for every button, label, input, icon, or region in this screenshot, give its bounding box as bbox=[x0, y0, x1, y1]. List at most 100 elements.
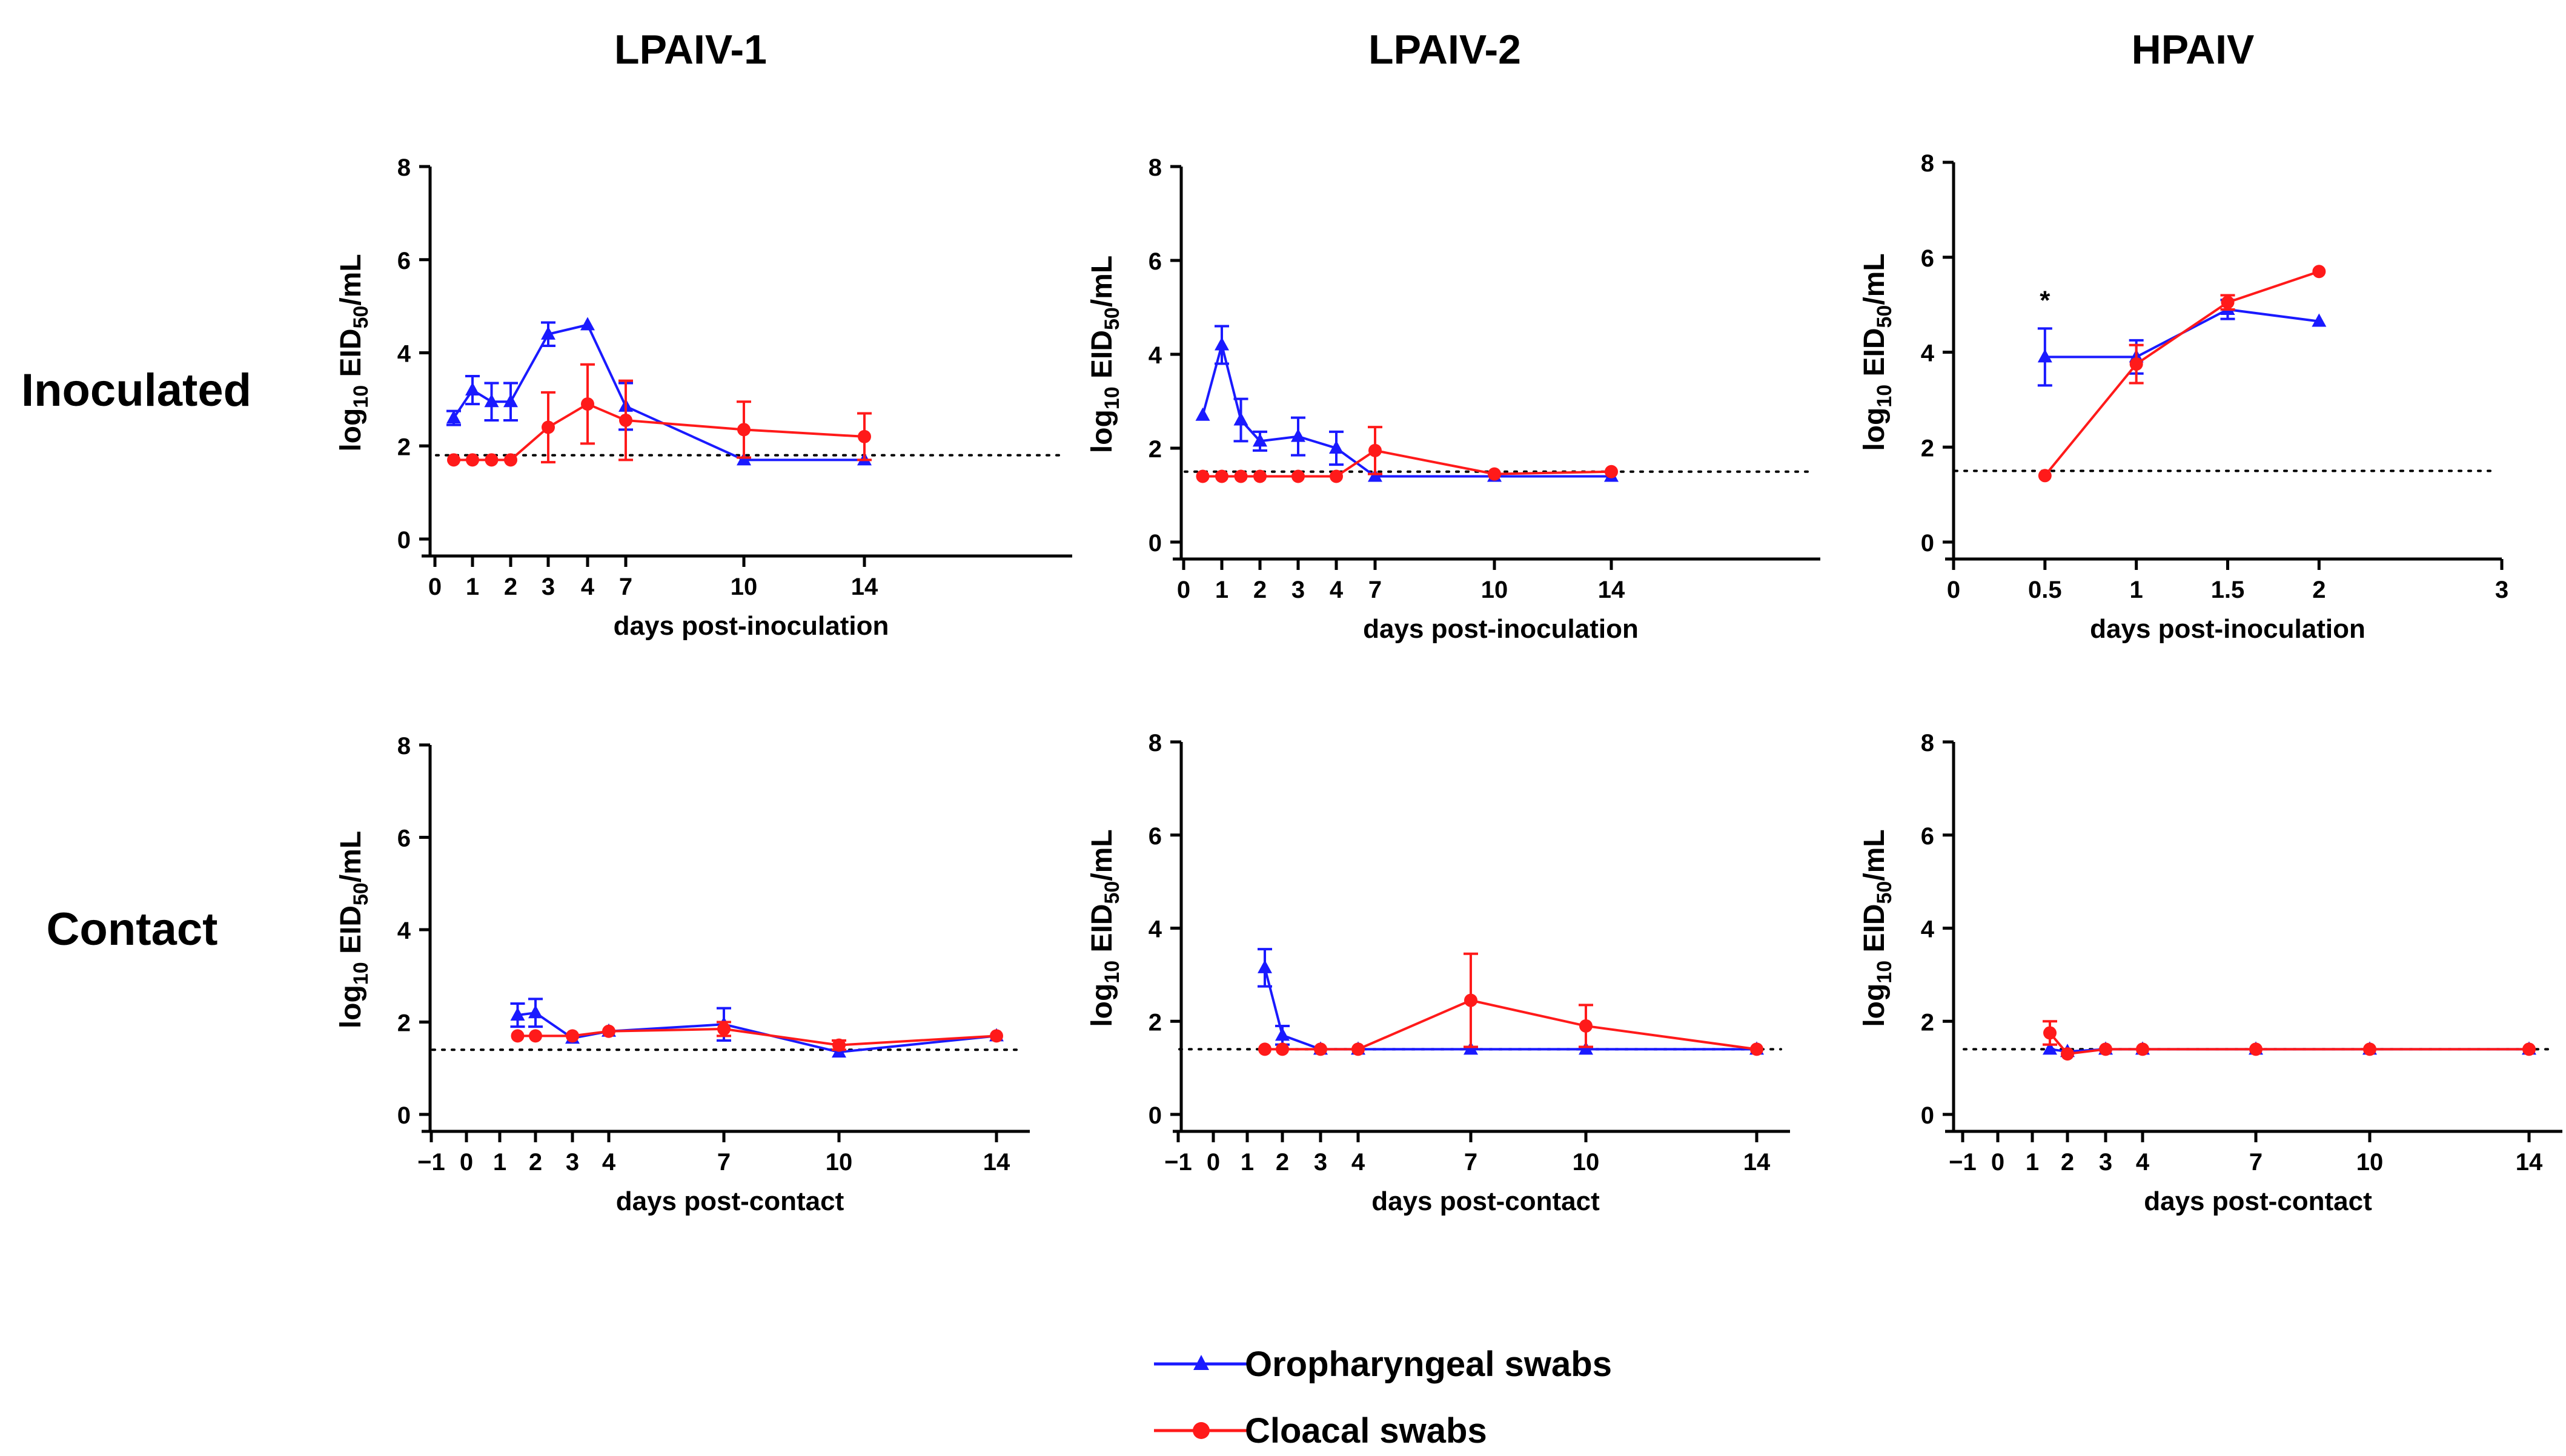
data-point-cloacal bbox=[858, 429, 871, 443]
y-tick-label: 6 bbox=[1149, 823, 1162, 850]
y-tick-label: 6 bbox=[1921, 823, 1934, 850]
x-axis-label: days post-contact bbox=[2144, 1186, 2372, 1216]
data-point-cloacal bbox=[1276, 1042, 1289, 1056]
y-axis-label: log10 EID50/mL bbox=[1858, 253, 1896, 451]
x-tick-label: 10 bbox=[731, 574, 758, 600]
y-tick-label: 2 bbox=[1149, 436, 1162, 463]
x-tick-label: 10 bbox=[2356, 1149, 2384, 1176]
data-point-cloacal bbox=[1605, 465, 1618, 478]
x-tick-label: 3 bbox=[1291, 577, 1305, 603]
x-tick-label: 7 bbox=[619, 574, 632, 600]
data-point-oropharyngeal bbox=[1275, 1027, 1290, 1041]
row-label-contact: Contact bbox=[47, 904, 218, 955]
data-point-oropharyngeal bbox=[528, 1005, 543, 1019]
series-line-cloacal bbox=[1265, 999, 1757, 1051]
x-tick-label: 2 bbox=[2061, 1149, 2074, 1176]
x-tick-label: 14 bbox=[983, 1149, 1010, 1176]
significance-marker: * bbox=[2040, 285, 2050, 315]
data-point-oropharyngeal bbox=[503, 394, 518, 408]
data-point-oropharyngeal bbox=[1253, 433, 1267, 447]
series-line-cloacal bbox=[2049, 1032, 2529, 1056]
y-axis-label: log10 EID50/mL bbox=[335, 254, 373, 451]
data-point-cloacal bbox=[511, 1029, 525, 1043]
x-tick-label: 10 bbox=[1481, 577, 1508, 603]
x-tick-label: 0 bbox=[460, 1149, 473, 1176]
y-axis-label: log10 EID50/mL bbox=[1086, 256, 1124, 453]
x-tick-label: 0 bbox=[1947, 577, 1960, 603]
x-tick-label: 0.5 bbox=[2028, 577, 2062, 603]
x-tick-label: 7 bbox=[1368, 577, 1382, 603]
y-tick-label: 4 bbox=[1149, 342, 1162, 369]
x-tick-label: −1 bbox=[1949, 1149, 1977, 1176]
column-title-hpaiv: HPAIV bbox=[2132, 27, 2255, 73]
x-tick-label: 1 bbox=[1241, 1149, 1254, 1176]
x-tick-label: 14 bbox=[1598, 577, 1625, 603]
x-tick-label: 10 bbox=[826, 1149, 853, 1176]
x-tick-label: 0 bbox=[1177, 577, 1190, 603]
y-axis-label: log10 EID50/mL bbox=[335, 831, 373, 1028]
x-tick-label: 4 bbox=[1351, 1149, 1365, 1176]
data-point-cloacal bbox=[2522, 1042, 2536, 1056]
x-tick-label: 0 bbox=[1207, 1149, 1220, 1176]
data-point-cloacal bbox=[2043, 1026, 2057, 1040]
data-point-oropharyngeal bbox=[1215, 337, 1229, 351]
y-tick-label: 6 bbox=[397, 826, 411, 852]
legend-oropharyngeal-label: Oropharyngeal swabs bbox=[1245, 1345, 1612, 1384]
data-point-oropharyngeal bbox=[580, 317, 595, 331]
data-point-oropharyngeal bbox=[1329, 440, 1344, 454]
data-point-cloacal bbox=[566, 1029, 579, 1043]
y-tick-label: 0 bbox=[397, 527, 411, 554]
data-point-cloacal bbox=[466, 453, 479, 467]
data-point-cloacal bbox=[1330, 469, 1343, 483]
data-point-cloacal bbox=[581, 397, 594, 411]
x-tick-label: 7 bbox=[717, 1149, 731, 1176]
data-point-cloacal bbox=[2099, 1042, 2112, 1056]
x-tick-label: 1 bbox=[493, 1149, 506, 1176]
legend: Oropharyngeal swabs Cloacal swabs bbox=[1154, 1345, 1612, 1451]
data-point-oropharyngeal bbox=[510, 1007, 525, 1021]
data-point-cloacal bbox=[1750, 1042, 1763, 1056]
y-tick-label: 6 bbox=[1921, 245, 1934, 272]
data-point-oropharyngeal bbox=[446, 410, 461, 424]
series-line-cloacal bbox=[454, 402, 865, 462]
x-tick-label: 4 bbox=[1330, 577, 1344, 603]
series-line-oropharyngeal bbox=[453, 323, 864, 462]
y-tick-label: 4 bbox=[1149, 916, 1162, 943]
x-tick-label: 3 bbox=[542, 574, 555, 600]
data-point-cloacal bbox=[1253, 469, 1267, 483]
y-tick-label: 8 bbox=[397, 154, 411, 181]
y-tick-label: 4 bbox=[397, 918, 411, 944]
x-tick-label: 2 bbox=[529, 1149, 542, 1176]
x-tick-label: 1 bbox=[2026, 1149, 2039, 1176]
y-tick-label: 8 bbox=[1149, 730, 1162, 756]
x-axis-label: days post-inoculation bbox=[2090, 614, 2365, 644]
row-label-inoculated: Inoculated bbox=[21, 365, 251, 416]
series-line-cloacal bbox=[2044, 270, 2319, 477]
x-tick-label: 1 bbox=[1215, 577, 1228, 603]
x-tick-label: 0 bbox=[1991, 1149, 2004, 1176]
x-tick-label: 1 bbox=[466, 574, 479, 600]
legend-cloacal-label: Cloacal swabs bbox=[1245, 1411, 1487, 1451]
x-tick-label: 2 bbox=[504, 574, 517, 600]
data-point-oropharyngeal bbox=[484, 394, 499, 408]
data-point-cloacal bbox=[717, 1022, 731, 1036]
data-point-oropharyngeal bbox=[1233, 412, 1248, 426]
y-tick-label: 6 bbox=[1149, 248, 1162, 275]
data-point-cloacal bbox=[990, 1029, 1003, 1043]
y-tick-label: 2 bbox=[397, 1010, 411, 1037]
x-tick-label: 2 bbox=[1253, 577, 1267, 603]
data-point-cloacal bbox=[1464, 993, 1477, 1007]
y-tick-label: 2 bbox=[1149, 1009, 1162, 1036]
x-tick-label: 3 bbox=[566, 1149, 579, 1176]
y-tick-label: 8 bbox=[1921, 730, 1934, 756]
data-point-oropharyngeal bbox=[1291, 428, 1305, 442]
x-axis-label: days post-inoculation bbox=[614, 611, 889, 641]
y-tick-label: 0 bbox=[1149, 530, 1162, 557]
x-tick-label: 2 bbox=[2312, 577, 2326, 603]
